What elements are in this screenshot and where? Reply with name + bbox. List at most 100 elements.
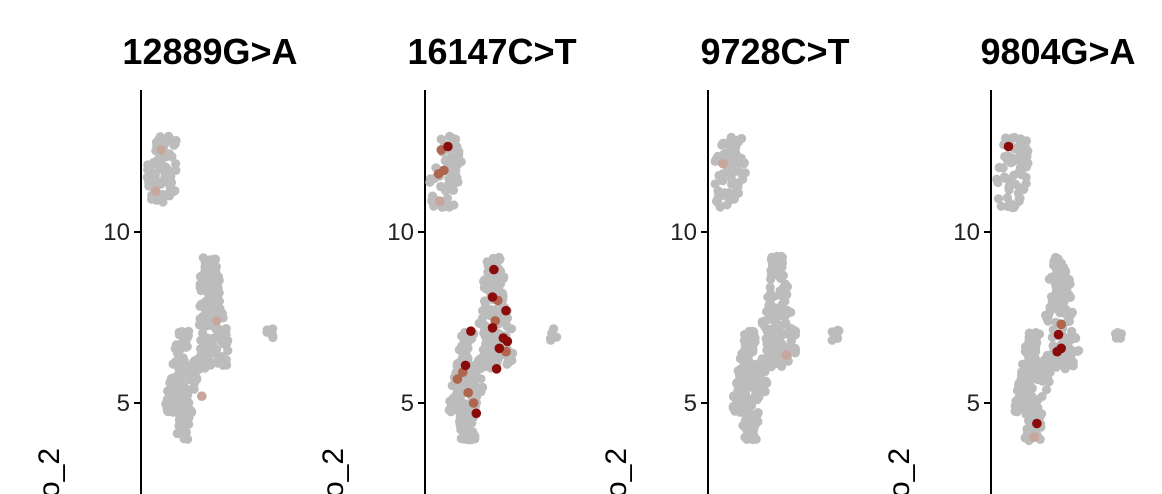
background-cell-point (771, 353, 781, 363)
background-cell-point (213, 332, 223, 342)
background-cell-point (1043, 375, 1053, 385)
background-cell-point (149, 168, 159, 179)
background-cell-point (748, 339, 758, 350)
mutation-cells (433, 141, 513, 419)
background-cell-point (1050, 271, 1060, 281)
background-cell-point (549, 324, 559, 334)
background-cell-point (1031, 334, 1041, 344)
mutation-cell-point (443, 141, 453, 152)
background-cell-point (506, 324, 517, 334)
background-cell-point (1043, 313, 1053, 323)
background-cell-point (201, 296, 211, 306)
mutation-cell-point (491, 364, 502, 374)
background-cell-point (1018, 145, 1028, 155)
background-cell-point (710, 179, 720, 189)
mutation-cell-point (435, 196, 445, 206)
background-cell-point (182, 393, 192, 403)
background-cell-point (478, 382, 488, 392)
background-cell-point (731, 401, 741, 411)
background-cell-point (1024, 328, 1034, 338)
background-cell-point (443, 181, 453, 191)
background-cell-point (497, 288, 508, 298)
background-cell-point (743, 333, 754, 343)
background-cell-point (731, 148, 741, 158)
background-cell-point (213, 324, 223, 334)
mutation-cell-point (1032, 418, 1042, 429)
background-cell-point (195, 279, 205, 289)
y-tick-label: 10 (387, 219, 414, 246)
background-cell-point (1002, 151, 1012, 161)
background-cell-point (1027, 398, 1037, 408)
y-axis-label: o_2 (317, 448, 350, 494)
background-cell-point (738, 391, 748, 401)
background-cell-point (726, 170, 736, 180)
background-cell-point (770, 336, 780, 346)
y-tick-label: 5 (117, 390, 130, 417)
panel-2: 16147C>T 5 10 o_2 (317, 31, 577, 494)
background-cell-point (156, 179, 166, 189)
mutation-cell-point (1056, 319, 1066, 330)
background-cell-point (1021, 136, 1031, 146)
background-cell-point (466, 435, 477, 445)
background-cell-point (476, 374, 486, 384)
background-cell-point (1014, 167, 1024, 177)
background-cell-point (477, 313, 487, 323)
background-cell-point (428, 197, 438, 207)
background-cell-point (782, 307, 792, 317)
background-cell-point (216, 307, 226, 317)
background-cell-point (147, 159, 157, 170)
background-cell-point (204, 318, 214, 328)
mutation-cell-point (1029, 432, 1039, 443)
background-cell-point (1014, 135, 1025, 146)
background-cell-point (1015, 183, 1025, 193)
background-cell-point (996, 201, 1006, 211)
background-cell-point (1019, 382, 1029, 392)
background-cell-point (1009, 201, 1019, 211)
background-cell-point (724, 148, 734, 158)
mutation-cell-point (487, 292, 498, 302)
background-cell-point (445, 159, 455, 169)
background-cell-point (1026, 343, 1037, 353)
background-cell-point (266, 329, 276, 339)
background-cell-point (472, 366, 482, 376)
background-cell-point (183, 434, 193, 444)
background-cell-point (1021, 158, 1031, 168)
background-cell-point (459, 421, 469, 431)
mutation-cells (718, 158, 792, 360)
background-cell-point (770, 254, 781, 264)
background-cell-point (221, 324, 231, 334)
background-cell-point (833, 325, 843, 335)
background-cell-point (758, 364, 768, 374)
background-cell-point (751, 412, 761, 422)
background-cell-point (463, 343, 473, 353)
background-cell-point (479, 283, 489, 293)
background-cell-point (478, 306, 488, 316)
mutation-cell-point (502, 336, 513, 347)
background-cell-point (165, 397, 175, 407)
background-cell-point (1111, 329, 1121, 339)
background-cell-point (164, 191, 175, 201)
mutation-cell-point (487, 323, 498, 333)
background-cells (992, 132, 1126, 446)
panel-3: 9728C>T 5 10 o_2 (600, 31, 850, 494)
background-cell-point (1010, 401, 1020, 411)
mutation-cell-point (501, 305, 511, 316)
background-cell-point (485, 331, 496, 341)
mutation-cell-point (452, 374, 463, 384)
panel-title: 12889G>A (122, 31, 297, 72)
mutation-cells (1003, 141, 1066, 443)
background-cell-point (180, 410, 190, 420)
background-cell-point (1059, 262, 1069, 272)
mutation-cell-point (1003, 141, 1014, 152)
background-cell-point (172, 348, 182, 358)
background-cell-point (760, 386, 770, 397)
mutation-cell-point (197, 391, 207, 402)
mutation-cell-point (489, 264, 499, 275)
background-cell-point (766, 324, 776, 334)
background-cell-point (454, 345, 464, 355)
background-cell-point (442, 193, 452, 203)
y-tick-label: 5 (401, 390, 414, 417)
mutation-cell-point (211, 316, 222, 326)
background-cell-point (1021, 375, 1031, 385)
